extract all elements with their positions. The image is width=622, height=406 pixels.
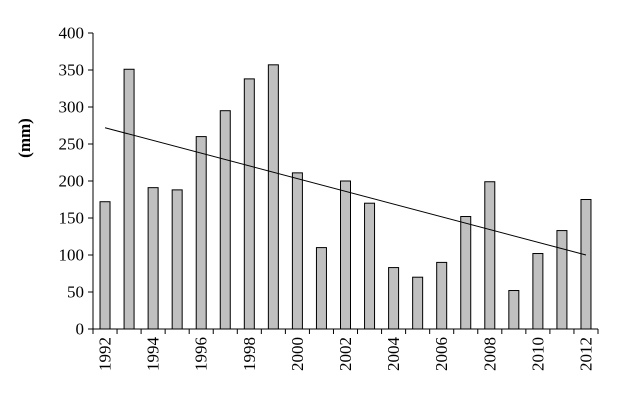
y-tick-label: 0: [76, 320, 85, 339]
bar-2004: [388, 267, 400, 330]
bar-2003: [364, 202, 376, 330]
y-tick-label: 200: [59, 172, 85, 191]
x-tick-label: 2008: [480, 337, 499, 371]
bar-2005: [412, 276, 424, 330]
trendline: [104, 127, 587, 256]
bar-1997: [219, 110, 231, 330]
trend-line: [104, 127, 587, 256]
bar-2002: [340, 180, 351, 330]
x-tick-label: 2004: [384, 337, 403, 372]
y-axis-title: (mm): [15, 118, 34, 158]
bar-2000: [291, 172, 303, 330]
bar-2007: [460, 216, 472, 330]
bar-2008: [484, 181, 496, 330]
x-tick-label: 2006: [432, 337, 451, 371]
bar-2010: [532, 253, 544, 330]
y-tick-label: 50: [67, 283, 84, 302]
bar-1995: [171, 189, 183, 330]
bar-1994: [147, 187, 159, 330]
bar-1996: [195, 136, 207, 330]
y-tick-label: 150: [59, 209, 85, 228]
bar-1992: [99, 201, 111, 330]
x-tick-label: 1994: [144, 337, 163, 372]
y-tick-label: 400: [59, 24, 85, 43]
y-tick-label: 100: [59, 246, 85, 265]
bar-2001: [315, 247, 327, 330]
bar-2011: [556, 230, 568, 330]
x-tick-label: 1996: [192, 337, 211, 371]
y-tick-label: 250: [59, 135, 85, 154]
bar-2012: [580, 199, 592, 330]
x-tick-label: 2000: [288, 337, 307, 371]
bar-2006: [436, 261, 448, 330]
bar-1998: [243, 78, 255, 330]
x-axis: 1992 1994 1996 1998 2000 2002 2004 2006 2008 2010…: [92, 329, 599, 372]
x-tick-label: 2010: [528, 337, 547, 371]
bar-1999: [267, 64, 279, 330]
bar-2009: [508, 290, 520, 330]
bar-1993: [123, 68, 135, 330]
y-tick-label: 350: [59, 61, 85, 80]
x-tick-label: 1998: [240, 337, 259, 371]
x-tick-label: 1992: [96, 337, 115, 371]
x-tick-label: 2002: [336, 337, 355, 371]
y-tick-label: 300: [59, 98, 85, 117]
axes: [92, 33, 598, 330]
bar-series: [99, 64, 592, 330]
x-tick-label: 2012: [576, 337, 595, 371]
y-axis: 0 50 100 150 200 250 300 350 400: [59, 24, 93, 339]
